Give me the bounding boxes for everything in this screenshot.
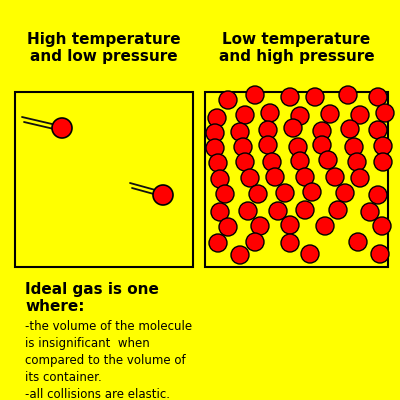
Circle shape [306,88,324,106]
Circle shape [261,104,279,122]
Text: Low temperature
and high pressure: Low temperature and high pressure [219,32,374,64]
Circle shape [249,185,267,203]
Circle shape [316,217,334,235]
Circle shape [361,203,379,221]
Circle shape [281,88,299,106]
Circle shape [259,136,277,154]
Circle shape [236,106,254,124]
Circle shape [209,234,227,252]
Circle shape [231,246,249,264]
Circle shape [329,201,347,219]
Circle shape [371,245,389,263]
Circle shape [349,233,367,251]
Circle shape [246,86,264,104]
Text: Ideal gas is one
where:: Ideal gas is one where: [25,282,159,314]
Text: -the volume of the molecule
is insignificant  when
compared to the volume of
its: -the volume of the molecule is insignifi… [25,320,192,400]
Circle shape [319,151,337,169]
Circle shape [216,185,234,203]
Circle shape [313,122,331,140]
Circle shape [246,233,264,251]
Circle shape [296,201,314,219]
Circle shape [231,123,249,141]
Text: High temperature
and low pressure: High temperature and low pressure [27,32,181,64]
Circle shape [234,138,252,156]
Circle shape [251,217,269,235]
Circle shape [241,169,259,187]
Circle shape [313,136,331,154]
Circle shape [208,109,226,127]
Circle shape [369,88,387,106]
Circle shape [303,183,321,201]
Circle shape [339,86,357,104]
Circle shape [369,121,387,139]
Circle shape [326,168,344,186]
Circle shape [259,121,277,139]
Circle shape [369,186,387,204]
Circle shape [281,234,299,252]
Circle shape [211,170,229,188]
Circle shape [219,218,237,236]
Circle shape [351,106,369,124]
Circle shape [236,153,254,171]
Circle shape [209,154,227,172]
Bar [205,92,388,267]
Circle shape [211,203,229,221]
Circle shape [284,119,302,137]
Circle shape [301,245,319,263]
Circle shape [276,184,294,202]
Circle shape [289,138,307,156]
Circle shape [269,202,287,220]
Circle shape [321,105,339,123]
Circle shape [219,91,237,109]
Circle shape [376,104,394,122]
Circle shape [281,216,299,234]
Circle shape [374,137,392,155]
Circle shape [336,184,354,202]
Circle shape [206,139,224,157]
Circle shape [239,202,257,220]
Circle shape [153,185,173,205]
Circle shape [291,152,309,170]
Circle shape [373,217,391,235]
Circle shape [296,168,314,186]
Circle shape [291,107,309,125]
Circle shape [341,120,359,138]
Circle shape [345,138,363,156]
Circle shape [348,153,366,171]
Circle shape [351,169,369,187]
Circle shape [374,153,392,171]
Circle shape [52,118,72,138]
Circle shape [266,168,284,186]
Circle shape [206,124,224,142]
Bar [15,92,193,267]
Circle shape [263,153,281,171]
